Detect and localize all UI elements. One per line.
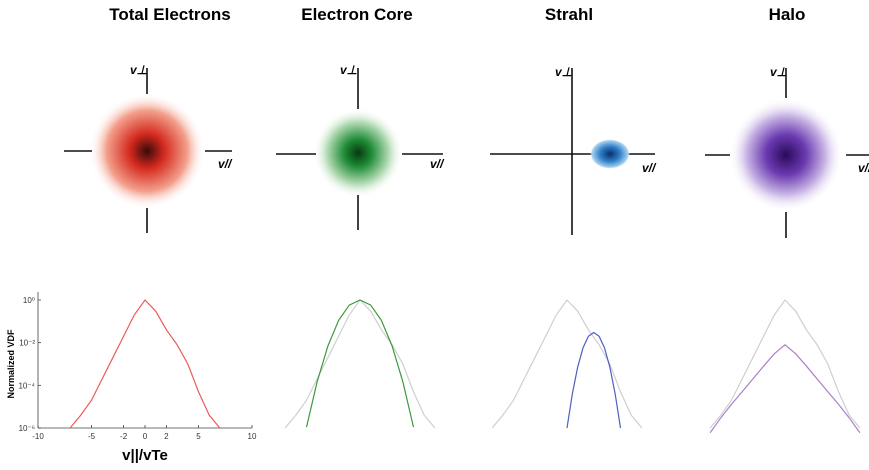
axis-label: v⊥ (340, 63, 357, 77)
axis-label: v// (642, 161, 657, 175)
x-axis-label: v||/vTe (122, 447, 168, 464)
axis-label: v⊥ (770, 65, 787, 79)
axis-label: v⊥ (130, 63, 147, 77)
y-tick-label: 10⁻² (19, 339, 35, 348)
x-tick-label: 5 (196, 432, 201, 441)
y-tick-label: 10⁻⁴ (18, 381, 35, 390)
blob (590, 139, 630, 169)
axis-label: v⊥ (555, 65, 572, 79)
x-tick-label: 2 (164, 432, 169, 441)
blob (89, 93, 205, 209)
line (710, 300, 860, 428)
panel-title: Halo (769, 5, 806, 24)
panel-title: Total Electrons (109, 5, 231, 24)
figure: v⊥ v// v⊥ v// v⊥ v// v⊥ v// 10⁰ 10⁻² 10⁻⁴ 1… (0, 0, 869, 470)
x-tick-label: -5 (88, 432, 96, 441)
velocity-maps: v⊥ v// v⊥ v// v⊥ v// v⊥ v// (64, 63, 869, 238)
x-tick-label: -2 (120, 432, 128, 441)
line (307, 300, 414, 427)
y-tick-label: 10⁰ (23, 296, 35, 305)
x-tick-label: 10 (248, 432, 257, 441)
line (285, 300, 435, 428)
line (567, 332, 621, 428)
line (70, 300, 220, 428)
blob (729, 98, 843, 212)
axis-label: v// (430, 157, 445, 171)
axis-label: v// (218, 157, 233, 171)
panel-title: Electron Core (301, 5, 412, 24)
x-tick-label: 0 (143, 432, 148, 441)
axis-label: v// (858, 161, 869, 175)
y-axis-label: Normalized VDF (6, 329, 16, 399)
blob (313, 108, 403, 198)
x-tick-label: -10 (32, 432, 44, 441)
panel-title: Strahl (545, 5, 593, 24)
line (492, 300, 642, 428)
